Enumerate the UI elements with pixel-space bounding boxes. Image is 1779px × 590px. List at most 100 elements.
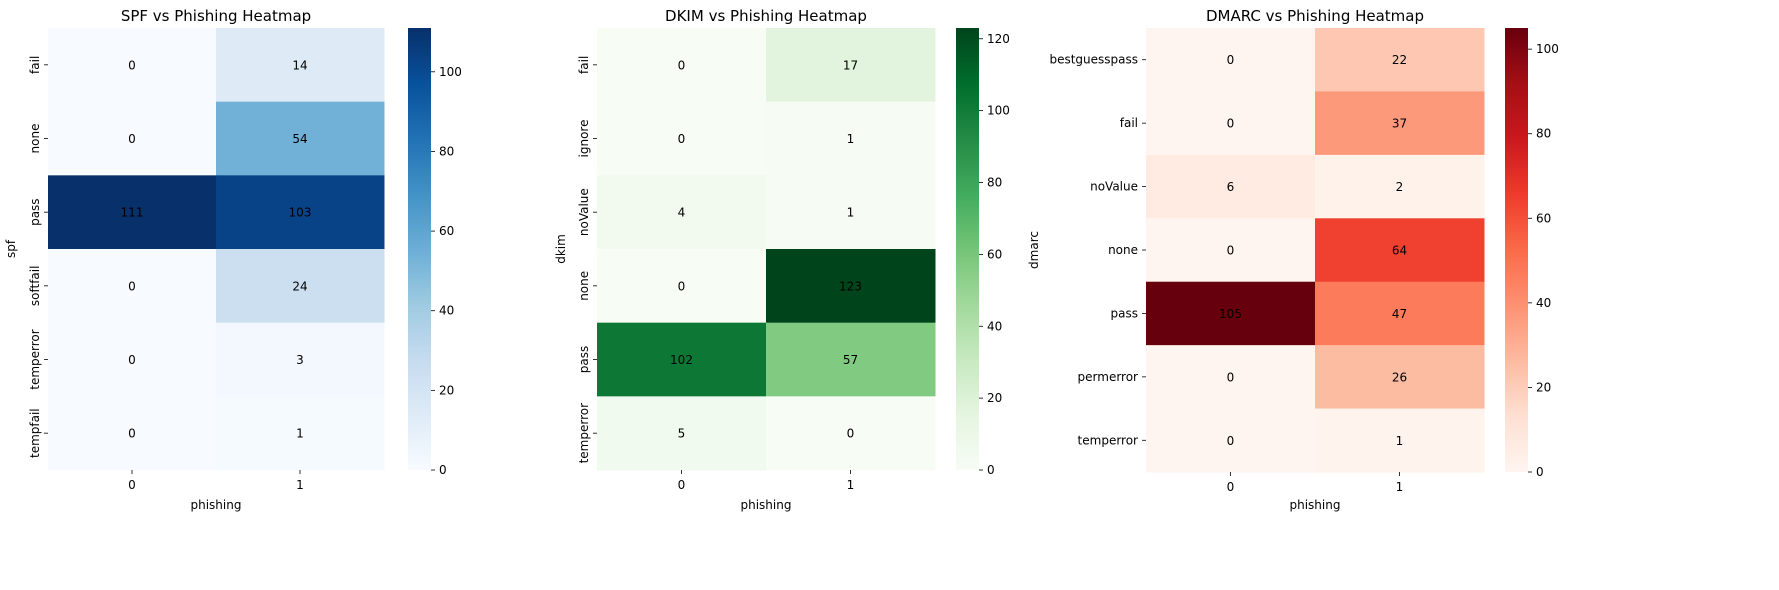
heatmap-cell bbox=[1315, 345, 1485, 410]
cell-value-label: 0 bbox=[128, 132, 136, 146]
heatmap-cell bbox=[1146, 218, 1316, 283]
heatmap-cell bbox=[766, 175, 936, 250]
y-tick-label: pass bbox=[577, 346, 591, 373]
y-tick-label: fail bbox=[577, 56, 591, 74]
y-tick-label: tempfail bbox=[28, 408, 42, 458]
cell-value-label: 57 bbox=[843, 353, 858, 367]
heatmap-cell bbox=[766, 101, 936, 176]
colorbar-tick-label: 80 bbox=[439, 144, 454, 158]
y-tick-label: bestguesspass bbox=[1049, 53, 1138, 67]
y-tick-label: pass bbox=[28, 198, 42, 225]
heatmap-cell bbox=[1146, 91, 1316, 156]
x-axis-label: phishing bbox=[1290, 498, 1341, 512]
cell-value-label: 6 bbox=[1227, 180, 1235, 194]
cell-value-label: 54 bbox=[292, 132, 307, 146]
cell-value-label: 102 bbox=[670, 353, 693, 367]
heatmap-cell bbox=[597, 28, 767, 103]
heatmap-cell bbox=[1315, 408, 1485, 473]
heatmap-cell bbox=[597, 322, 767, 397]
colorbar-tick-label: 80 bbox=[1536, 127, 1551, 141]
heatmap-cell bbox=[1146, 154, 1316, 219]
colorbar-tick-label: 40 bbox=[987, 319, 1002, 333]
cell-value-label: 0 bbox=[128, 279, 136, 293]
heatmap-panel-2: DKIM vs Phishing Heatmap 0 17 0 1 4 1 0 123 102 57… bbox=[554, 7, 1010, 512]
heatmap-cell bbox=[216, 249, 385, 324]
cell-value-label: 4 bbox=[678, 206, 686, 220]
colorbar-tick-label: 0 bbox=[987, 463, 995, 477]
heatmap-cell bbox=[1146, 345, 1316, 410]
cell-value-label: 103 bbox=[289, 206, 312, 220]
cell-value-label: 0 bbox=[847, 427, 855, 441]
heatmap-cell bbox=[1146, 408, 1316, 473]
cell-value-label: 37 bbox=[1392, 117, 1407, 131]
cell-value-label: 0 bbox=[678, 58, 686, 72]
cell-value-label: 24 bbox=[292, 279, 307, 293]
cell-value-label: 14 bbox=[292, 58, 307, 72]
heatmap-cell bbox=[48, 322, 217, 397]
cell-value-label: 0 bbox=[128, 353, 136, 367]
colorbar bbox=[1505, 28, 1528, 472]
cell-value-label: 1 bbox=[847, 132, 855, 146]
heatmap-cell bbox=[597, 175, 767, 250]
x-tick-label: 0 bbox=[128, 478, 136, 492]
y-tick-label: softfail bbox=[28, 266, 42, 307]
heatmap-cell bbox=[216, 101, 385, 176]
y-tick-label: none bbox=[1108, 243, 1138, 257]
heatmap-cell bbox=[597, 101, 767, 176]
cell-value-label: 1 bbox=[847, 206, 855, 220]
colorbar-tick-label: 100 bbox=[987, 104, 1010, 118]
y-axis-label: dmarc bbox=[1027, 231, 1041, 269]
panel-title: DKIM vs Phishing Heatmap bbox=[665, 7, 867, 25]
x-tick-label: 1 bbox=[847, 478, 855, 492]
colorbar-tick-label: 120 bbox=[987, 32, 1010, 46]
cell-value-label: 2 bbox=[1396, 180, 1404, 194]
y-tick-label: pass bbox=[1111, 306, 1138, 320]
x-axis-label: phishing bbox=[191, 498, 242, 512]
colorbar-tick-label: 0 bbox=[1536, 465, 1544, 479]
heatmap-cell bbox=[597, 396, 767, 471]
heatmap-cell bbox=[1146, 28, 1316, 92]
heatmap-cell bbox=[48, 249, 217, 324]
y-tick-label: fail bbox=[1120, 116, 1138, 130]
heatmap-cell bbox=[1315, 281, 1485, 346]
colorbar-tick-label: 100 bbox=[439, 65, 462, 79]
x-tick-label: 1 bbox=[1396, 480, 1404, 494]
heatmap-cell bbox=[766, 396, 936, 471]
cell-value-label: 0 bbox=[1227, 434, 1235, 448]
x-tick-label: 0 bbox=[678, 478, 686, 492]
heatmap-cell bbox=[766, 249, 936, 324]
heatmap-cell bbox=[597, 249, 767, 324]
colorbar bbox=[408, 28, 431, 470]
colorbar-tick-label: 80 bbox=[987, 176, 1002, 190]
cell-value-label: 0 bbox=[678, 132, 686, 146]
cell-value-label: 26 bbox=[1392, 370, 1407, 384]
x-axis-label: phishing bbox=[741, 498, 792, 512]
cell-value-label: 1 bbox=[1396, 434, 1404, 448]
colorbar-tick-label: 60 bbox=[439, 224, 454, 238]
cell-value-label: 0 bbox=[678, 279, 686, 293]
y-axis-label: dkim bbox=[554, 234, 568, 264]
colorbar-tick-label: 40 bbox=[439, 304, 454, 318]
panel-title: DMARC vs Phishing Heatmap bbox=[1206, 7, 1424, 25]
colorbar-tick-label: 20 bbox=[987, 391, 1002, 405]
colorbar-tick-label: 20 bbox=[439, 383, 454, 397]
cell-value-label: 47 bbox=[1392, 307, 1407, 321]
y-tick-label: permerror bbox=[1078, 370, 1139, 384]
y-tick-label: fail bbox=[28, 56, 42, 74]
y-tick-label: none bbox=[28, 124, 42, 154]
colorbar-tick-label: 40 bbox=[1536, 296, 1551, 310]
cell-value-label: 3 bbox=[296, 353, 304, 367]
y-tick-label: none bbox=[577, 271, 591, 301]
heatmap-cell bbox=[1315, 154, 1485, 219]
heatmap-cell bbox=[216, 28, 385, 103]
cell-value-label: 22 bbox=[1392, 53, 1407, 67]
heatmap-cell bbox=[766, 28, 936, 103]
y-tick-label: noValue bbox=[577, 188, 591, 236]
colorbar-tick-label: 60 bbox=[987, 247, 1002, 261]
y-tick-label: ignore bbox=[577, 120, 591, 158]
cell-value-label: 0 bbox=[1227, 117, 1235, 131]
cell-value-label: 111 bbox=[121, 206, 144, 220]
x-tick-label: 1 bbox=[296, 478, 304, 492]
cell-value-label: 105 bbox=[1219, 307, 1242, 321]
